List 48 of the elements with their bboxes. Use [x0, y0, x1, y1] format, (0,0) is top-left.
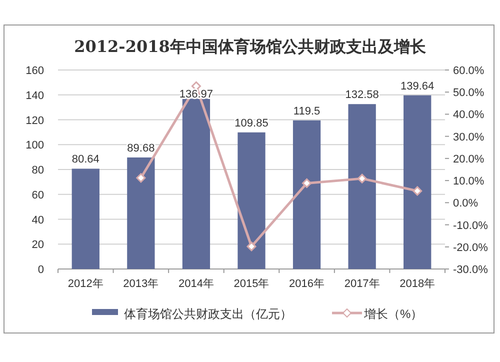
data-label: 132.58 [345, 89, 379, 102]
y-tick-label: 100 [26, 140, 44, 152]
y2-tick-label: -20.0% [453, 242, 488, 254]
legend-label: 增长（%） [363, 307, 423, 321]
data-label: 89.68 [127, 142, 155, 154]
x-tick-label: 2018年 [400, 278, 436, 290]
data-label: 136.97 [179, 88, 214, 101]
y-tick-label: 80 [32, 164, 44, 176]
y2-tick-label: 10.0% [453, 176, 484, 188]
bar [72, 168, 100, 269]
x-tick-label: 2013年 [123, 278, 159, 290]
y2-tick-label: -10.0% [453, 220, 488, 232]
point [412, 186, 422, 196]
legend-label: 体育场馆公共财政支出（亿元） [124, 307, 292, 321]
x-tick-label: 2017年 [344, 278, 380, 290]
y-tick-label: 20 [32, 239, 44, 252]
y2-tick-label: 50.0% [453, 87, 484, 100]
x-tick-label: 2014年 [178, 278, 214, 290]
data-label: 109.85 [234, 117, 268, 130]
bar [348, 104, 376, 269]
bar [404, 95, 432, 269]
y-tick-label: 60 [32, 189, 44, 202]
y-tick-label: 160 [26, 65, 44, 77]
chart-title: 2012-2018年中国体育场馆公共财政支出及增长 [74, 37, 427, 56]
x-tick-label: 2016年 [289, 278, 325, 290]
bar [182, 98, 210, 269]
y-tick-label: 120 [26, 114, 44, 127]
x-tick-label: 2015年 [234, 278, 270, 290]
y-tick-label: 0 [38, 264, 44, 276]
data-label: 80.64 [72, 154, 100, 166]
data-label: 139.64 [400, 80, 434, 92]
y2-tick-label: 40.0% [453, 109, 484, 122]
point [302, 178, 312, 188]
bar [127, 157, 155, 269]
y2-tick-label: 60.0% [453, 65, 484, 77]
y2-tick-label: -30.0% [453, 264, 488, 276]
point [136, 173, 146, 183]
x-tick-label: 2012年 [68, 278, 104, 290]
point [246, 242, 256, 252]
data-label: 119.5 [293, 105, 320, 118]
point [357, 174, 367, 184]
y2-tick-label: 20.0% [453, 153, 484, 166]
y2-tick-label: 0.0% [453, 198, 478, 210]
y-tick-label: 140 [26, 90, 44, 102]
y2-tick-label: 30.0% [453, 131, 484, 144]
bar [292, 120, 321, 269]
y-tick-label: 40 [32, 214, 44, 226]
bar [238, 132, 266, 269]
